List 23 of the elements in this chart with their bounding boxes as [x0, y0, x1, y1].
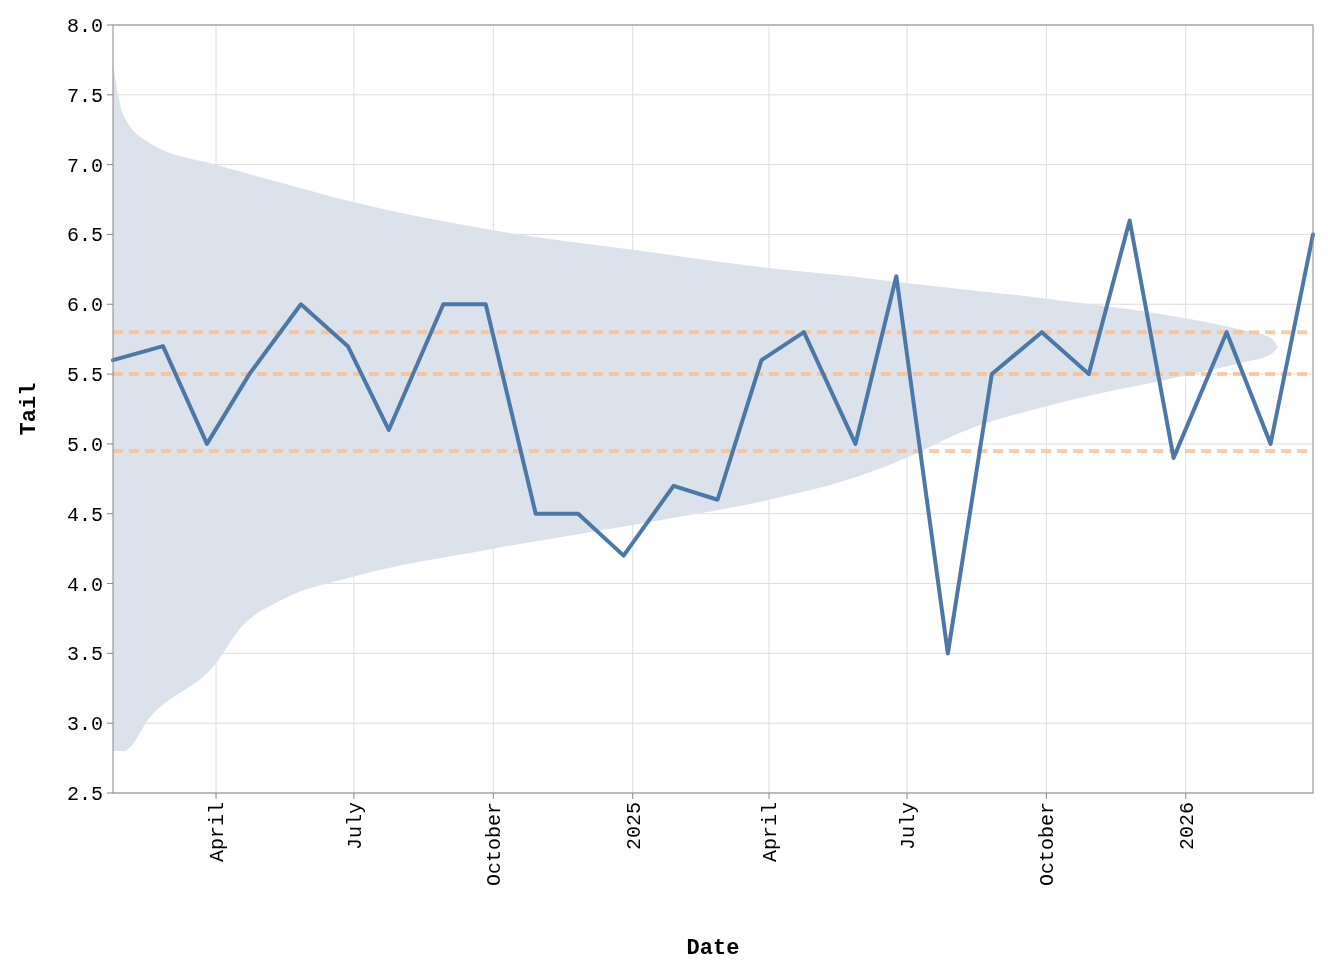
x-tick-label: July	[896, 802, 920, 851]
y-tick-label: 5.5	[66, 364, 103, 388]
x-tick-label: April	[759, 802, 783, 863]
y-tick-label: 5.0	[66, 433, 103, 457]
x-tick-label: October	[483, 802, 507, 887]
x-tick-label: April	[206, 802, 230, 863]
y-tick-label: 4.5	[66, 503, 103, 527]
y-tick-label: 3.5	[66, 643, 103, 667]
y-tick-label: 6.5	[66, 224, 103, 248]
y-tick-label: 7.0	[66, 154, 103, 178]
y-tick-label: 3.0	[66, 713, 103, 737]
y-tick-label: 7.5	[66, 84, 103, 108]
x-tick-label: 2026	[1175, 802, 1199, 851]
y-tick-label: 4.0	[66, 573, 103, 597]
x-tick-label: 2025	[622, 802, 646, 851]
x-tick-label: July	[343, 802, 367, 851]
line-series	[111, 218, 1315, 656]
y-axis-title: Tail	[17, 382, 42, 436]
y-tick-label: 6.0	[66, 294, 103, 318]
y-tick-label: 2.5	[66, 783, 103, 806]
y-tick-label: 8.0	[66, 15, 103, 38]
x-tick-label: October	[1036, 802, 1060, 887]
x-axis-title: Date	[686, 936, 740, 961]
